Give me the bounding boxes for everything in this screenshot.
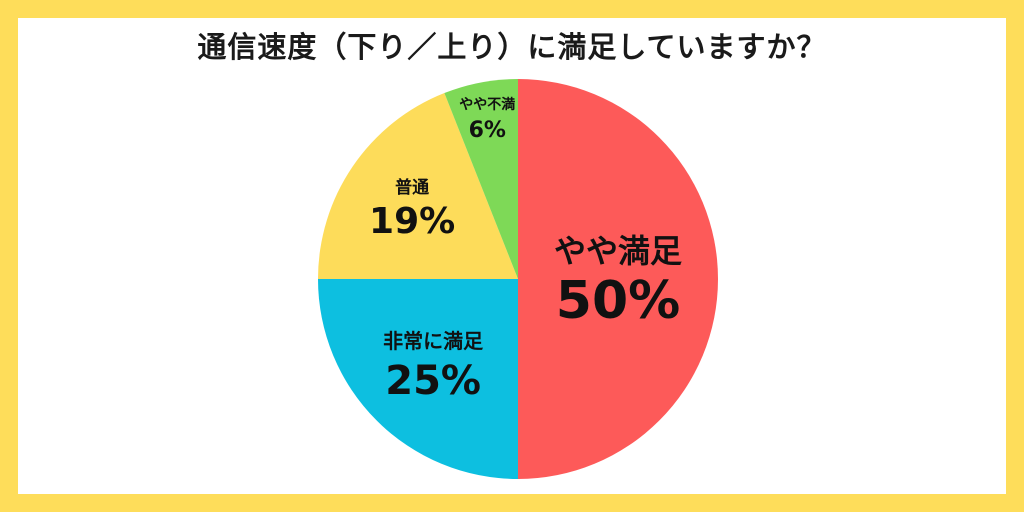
slice-label: やや不満 xyxy=(459,96,515,113)
slice-percent: 19% xyxy=(369,201,455,242)
slice-percent: 50% xyxy=(556,271,680,331)
slice-label: 非常に満足 xyxy=(383,329,484,353)
slice-label: やや満足 xyxy=(554,232,682,270)
pie-slice xyxy=(318,279,518,479)
pie-slice xyxy=(518,79,718,479)
chart-title: 通信速度（下り／上り）に満足していますか？ xyxy=(197,30,827,64)
slice-percent: 25% xyxy=(385,358,481,404)
slice-label: 普通 xyxy=(395,177,429,198)
slice-percent: 6% xyxy=(469,118,506,143)
pie-slice xyxy=(444,79,518,279)
pie-slice xyxy=(318,93,518,279)
